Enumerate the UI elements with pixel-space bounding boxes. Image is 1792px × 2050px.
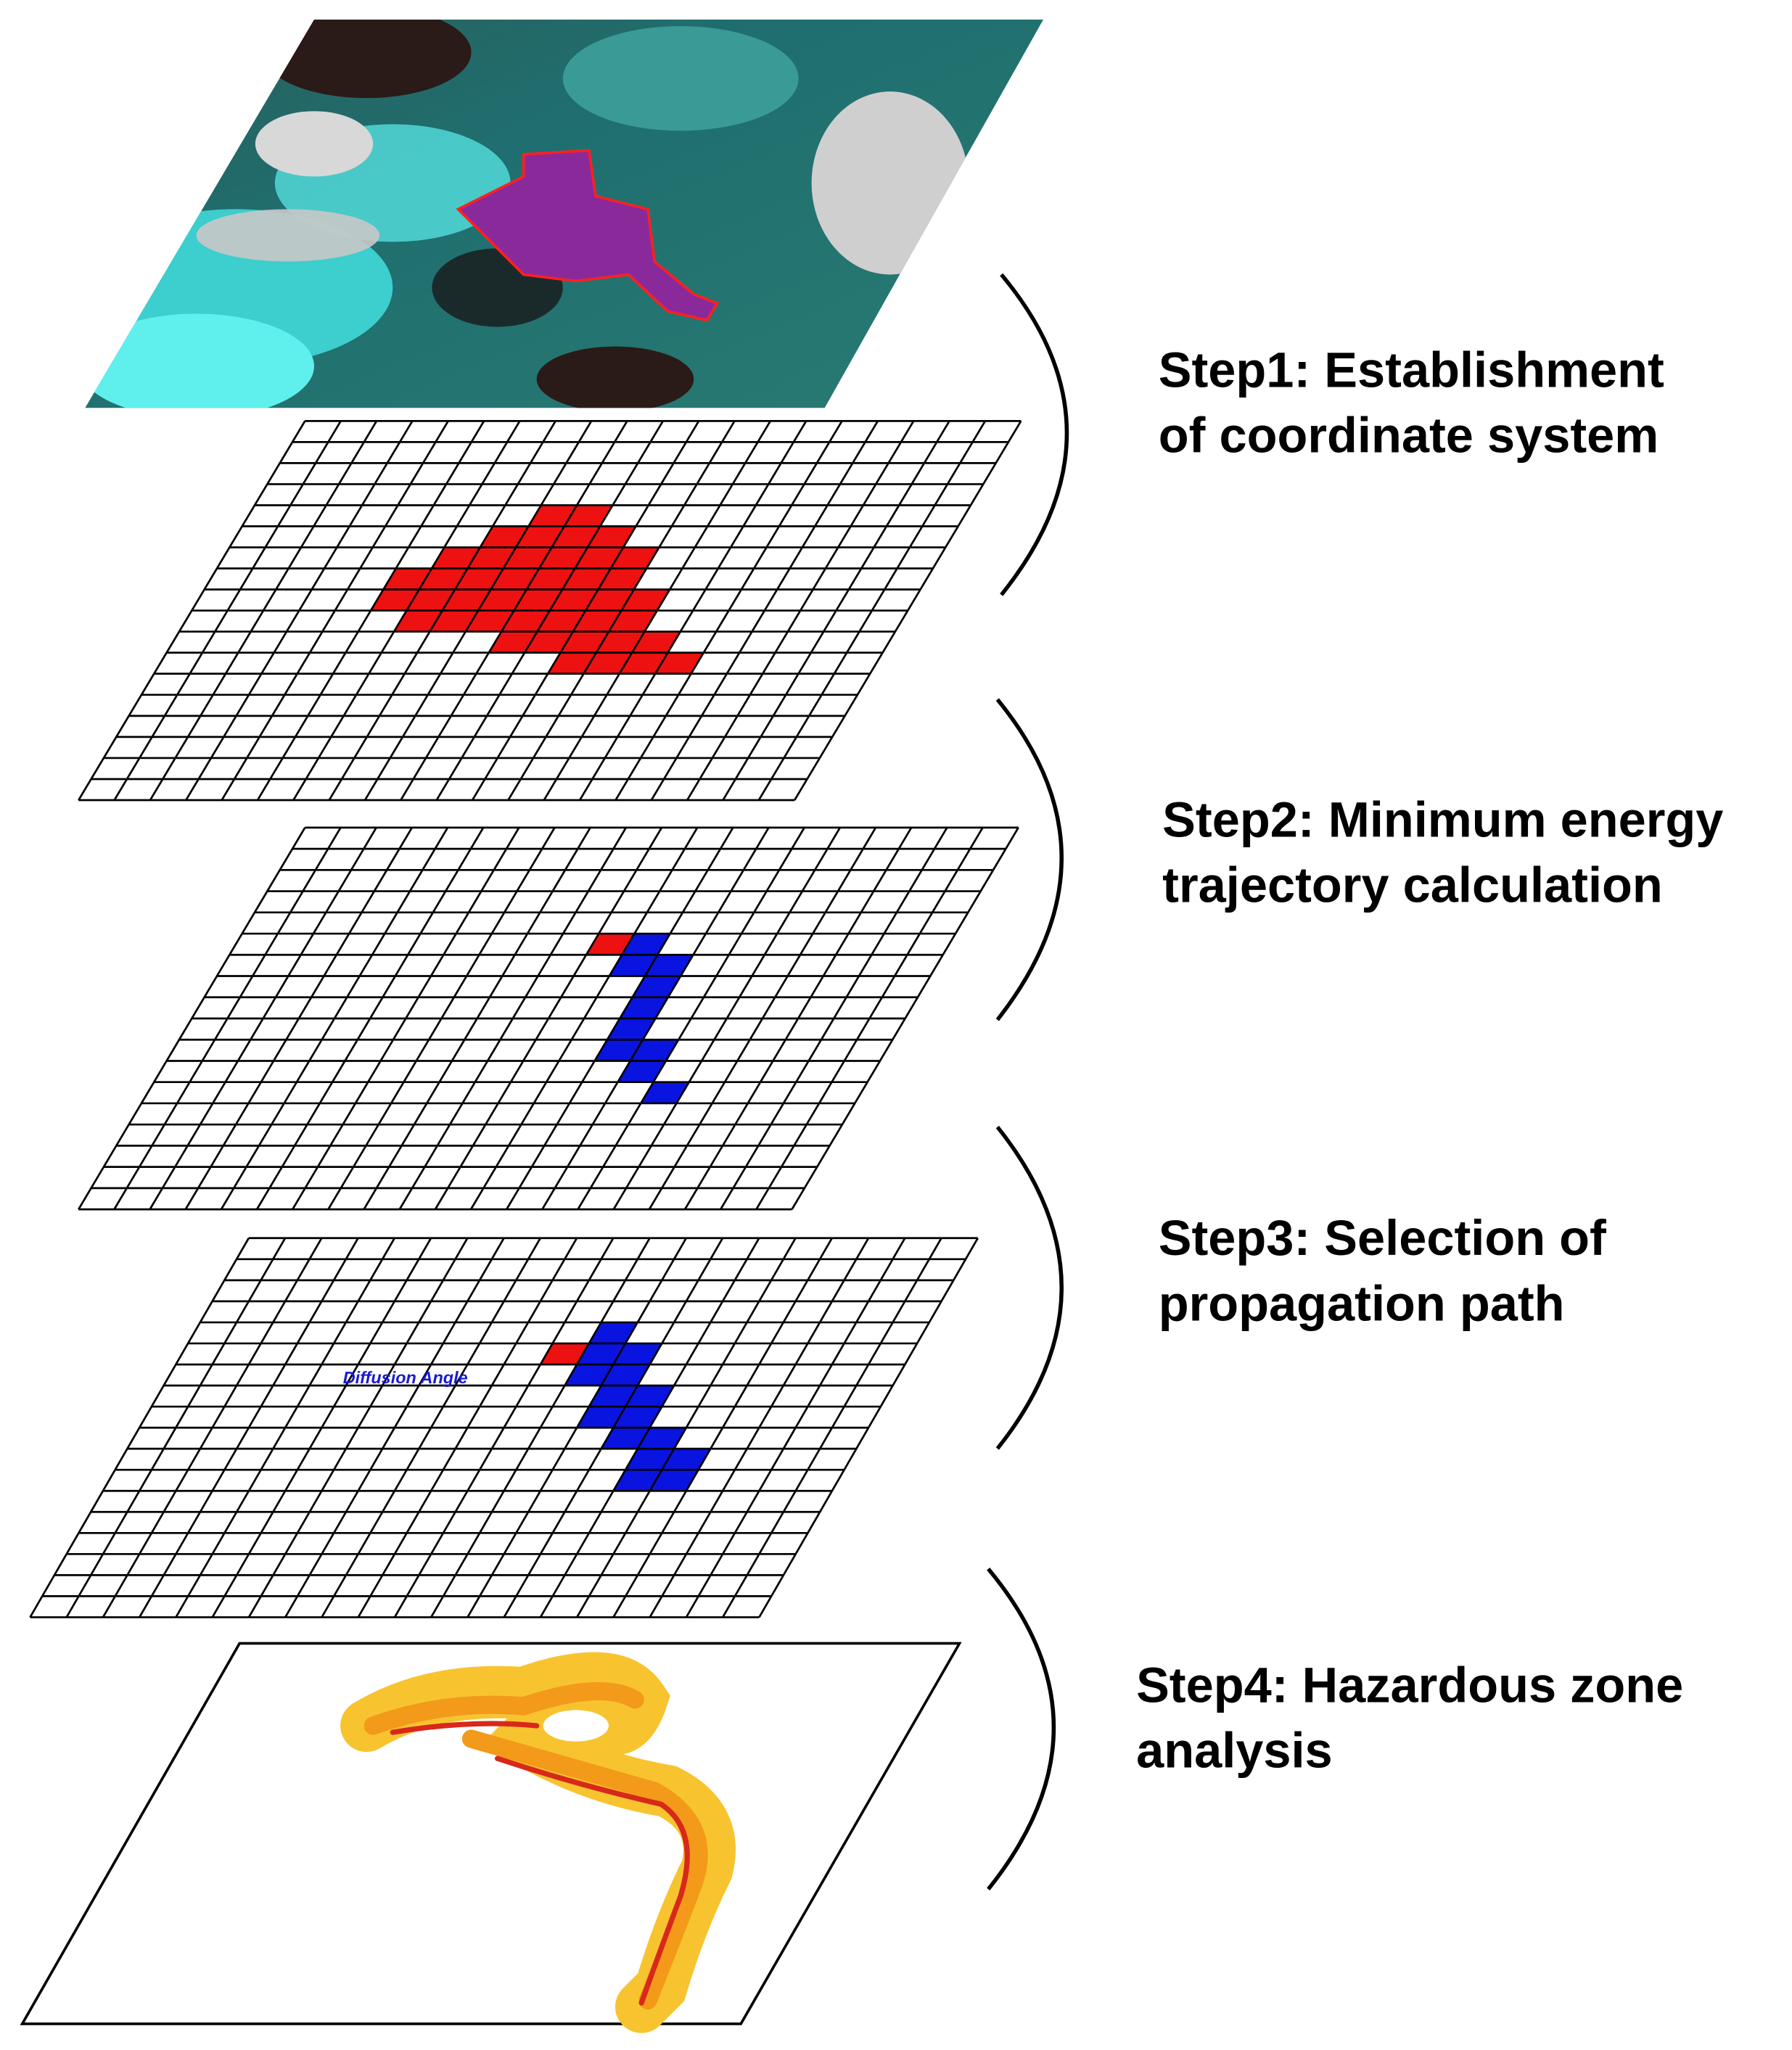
grid-cell — [560, 631, 609, 653]
grid-cell — [406, 589, 456, 611]
grid-cell — [622, 934, 670, 955]
grid-cell — [583, 652, 633, 674]
grid-cell — [598, 568, 647, 590]
grid-cell — [575, 547, 624, 569]
grid-cell — [564, 1364, 614, 1386]
diffusion-label: Diffusion Angle — [343, 1368, 468, 1387]
grid-cell — [551, 526, 601, 548]
grid-cell — [577, 1407, 626, 1428]
satellite-layer — [85, 20, 1043, 408]
grid-cell — [644, 955, 694, 976]
grid-cell — [588, 1322, 638, 1343]
brackets — [987, 273, 1069, 1891]
grid-cell — [503, 547, 552, 569]
step-title: propagation path — [1159, 1275, 1565, 1331]
grid-cell — [455, 568, 504, 590]
grid-cell — [501, 610, 550, 632]
hazard-zone — [340, 1652, 736, 2033]
hazard-layer — [20, 1642, 962, 2025]
grid-cell — [655, 652, 704, 674]
step-title: Step3: Selection of — [1159, 1210, 1606, 1266]
grid-cell — [429, 610, 479, 632]
step-title: of coordinate system — [1159, 408, 1659, 464]
grid-cell — [442, 589, 491, 611]
grid-cell — [516, 526, 564, 548]
grid-cell — [619, 652, 668, 674]
step-title: Step1: Establishment — [1159, 342, 1664, 398]
step-title: analysis — [1136, 1723, 1333, 1779]
step-title: trajectory calculation — [1162, 857, 1663, 913]
grid-cell — [394, 610, 443, 632]
grid-cell — [488, 631, 538, 653]
grid-cell — [549, 589, 599, 611]
grid-cell — [630, 1040, 679, 1061]
grid-cell — [432, 547, 480, 569]
grid-cell — [662, 1449, 711, 1470]
grid-cell — [540, 1343, 589, 1364]
grid-cell — [641, 1082, 689, 1103]
grid-cell — [480, 526, 529, 548]
grid-cell — [621, 589, 670, 611]
grid-cell — [620, 997, 668, 1018]
grid-cell — [465, 610, 514, 632]
grid-cell — [585, 934, 635, 955]
grid-cell — [632, 631, 681, 653]
grid-cell — [419, 568, 468, 590]
grid-cell — [609, 955, 658, 976]
grid-cell — [601, 1428, 650, 1449]
grid-cell — [594, 1040, 644, 1061]
grid-cell — [607, 1018, 656, 1040]
grid-cell — [596, 631, 645, 653]
step-title: Step2: Minimum energy — [1162, 792, 1723, 848]
grid-cell — [637, 1428, 686, 1449]
grid-cell — [525, 631, 573, 653]
grid-cell — [577, 1343, 626, 1364]
grid-cell — [588, 1386, 638, 1407]
grid-cell — [625, 1449, 675, 1470]
grid-cell — [526, 568, 575, 590]
grid-cell — [371, 589, 419, 611]
grid-cell — [572, 610, 622, 632]
grid-cell — [587, 526, 636, 548]
grid-cell — [617, 1061, 666, 1082]
grid-cell — [632, 976, 681, 997]
grid-cell — [625, 1386, 675, 1407]
grid-cell — [585, 589, 634, 611]
grid-layers — [29, 419, 1022, 1618]
grid-cell — [613, 1407, 662, 1428]
grid-cell — [609, 610, 657, 632]
grid-cell — [528, 505, 578, 527]
grid-cell — [613, 1343, 662, 1364]
grid-cell — [467, 547, 517, 569]
grid-cell — [478, 589, 527, 611]
grid-cell — [537, 610, 586, 632]
grid-cell — [383, 568, 432, 590]
grid-cell — [613, 1470, 662, 1491]
grid-cell — [649, 1470, 699, 1491]
grid-cell — [514, 589, 563, 611]
grid-cell — [539, 547, 588, 569]
step-title: Step4: Hazardous zone — [1136, 1658, 1683, 1713]
grid-cell — [490, 568, 540, 590]
grid-cell — [548, 652, 596, 674]
grid-cell — [601, 1364, 650, 1386]
grid-cell — [562, 568, 611, 590]
grid-cell — [610, 547, 659, 569]
grid-cell — [564, 505, 613, 527]
